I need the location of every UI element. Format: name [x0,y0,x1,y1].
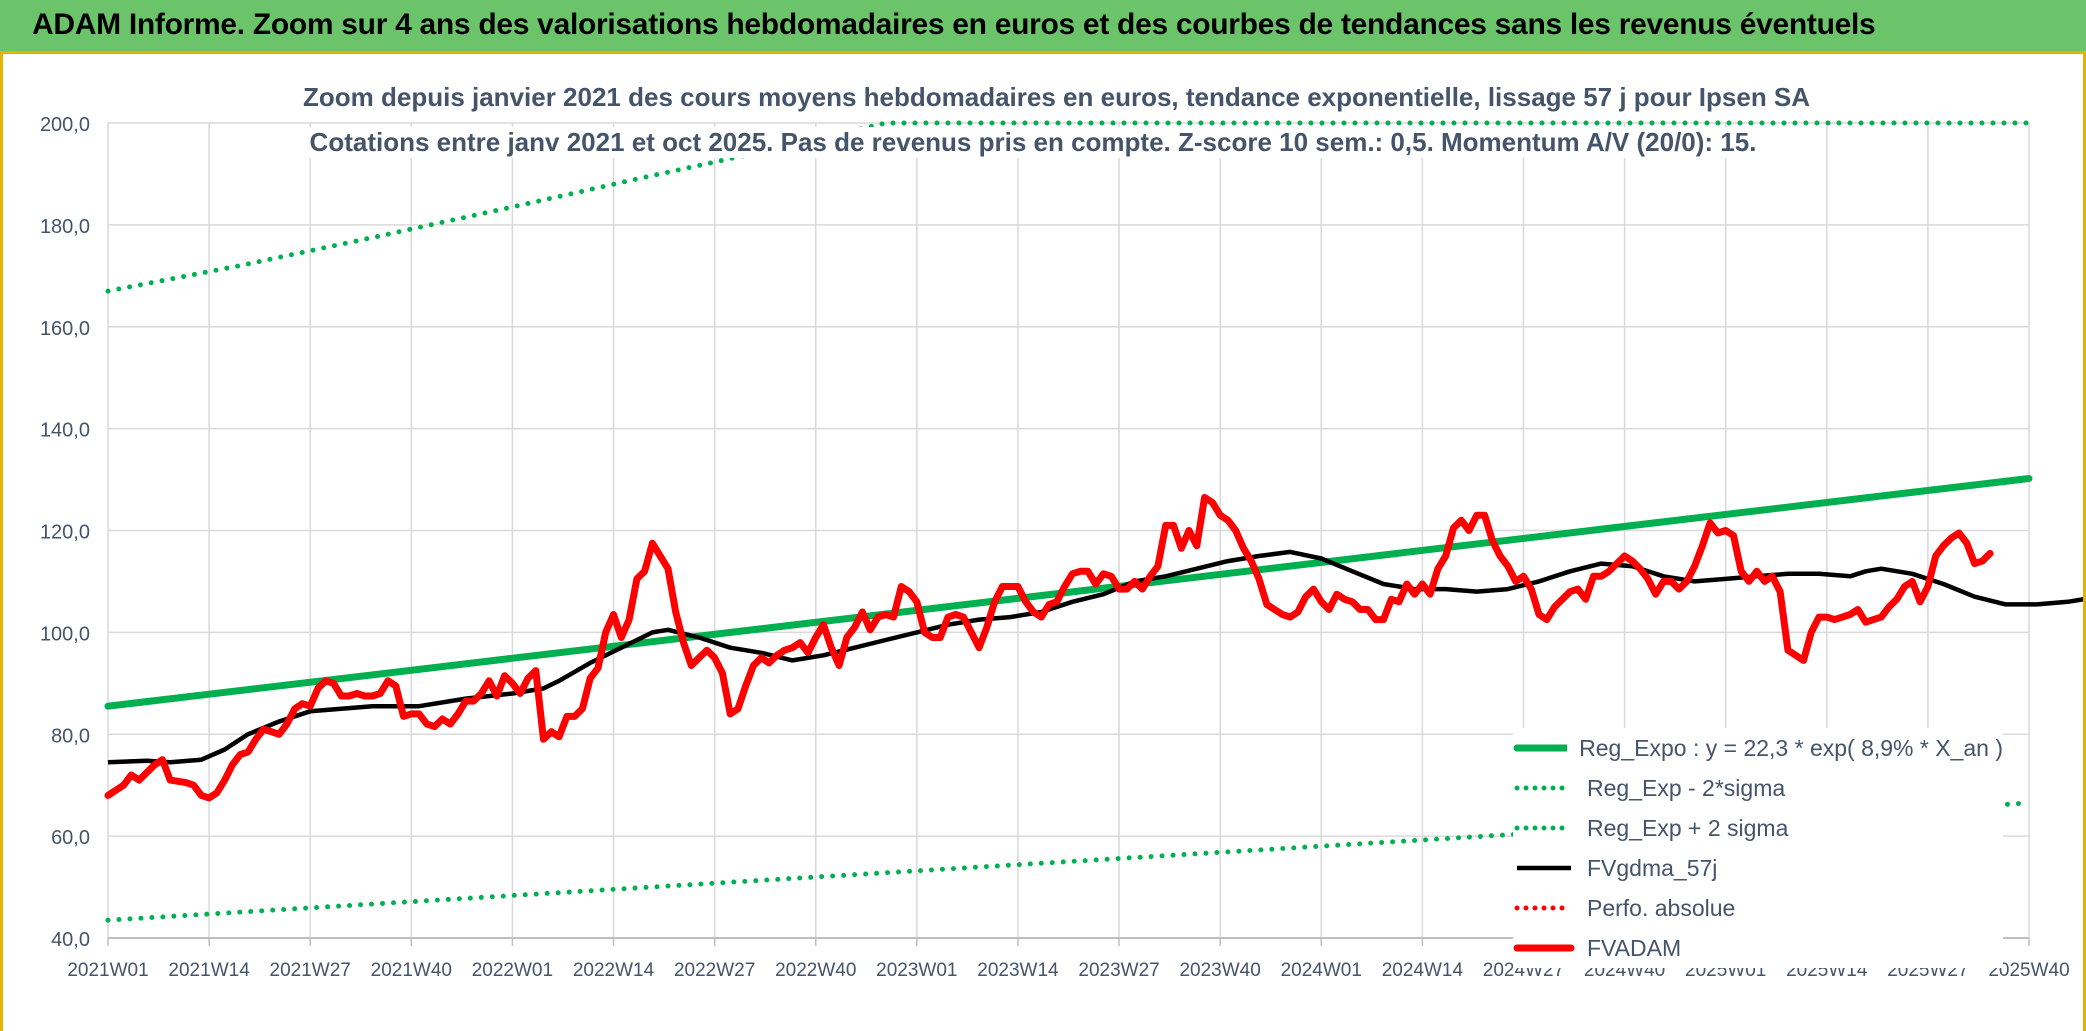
legend-label: Reg_Exp - 2*sigma [1587,774,1786,801]
legend-swatch [1513,744,1568,752]
x-tick-label: 2024W14 [1382,960,1464,981]
x-tick-label: 2022W14 [573,960,655,981]
y-tick-label: 60,0 [51,827,90,849]
legend-item-reg_minus: Reg_Exp - 2*sigma [1513,768,2003,808]
x-tick-label: 2021W01 [67,960,148,981]
chart-title-line-2: Cotations entre janv 2021 et oct 2025. P… [303,127,1763,158]
x-tick-label: 2021W27 [270,960,351,981]
grid-layer [107,122,2030,939]
x-tick-label: 2023W01 [876,960,957,981]
x-tick-label: 2021W40 [371,960,452,981]
legend-label: FVADAM [1587,934,1682,961]
legend-label: Perfo. absolue [1587,894,1736,921]
chart-title-line-1: Zoom depuis janvier 2021 des cours moyen… [303,82,1811,113]
y-tick-label: 160,0 [40,318,90,340]
legend-swatch [1514,785,1574,791]
x-tick-label: 2022W27 [674,960,755,981]
x-tick-label: 2023W40 [1179,960,1260,981]
series-line-reg_expo [104,475,2033,710]
y-tick-label: 140,0 [40,420,90,442]
legend-swatch [1517,865,1571,871]
legend-item-reg_expo: Reg_Expo : y = 22,3 * exp( 8,9% * X_an ) [1513,728,2003,768]
legend-swatch [1513,944,1575,952]
y-tick-label: 200,0 [40,114,90,136]
legend-label: FVgdma_57j [1587,854,1718,881]
y-tick-label: 40,0 [51,929,90,951]
x-tick-label: 2024W01 [1281,960,1362,981]
x-tick-label: 2021W14 [168,960,250,981]
y-tick-label: 80,0 [51,725,90,747]
x-tick-label: 2023W27 [1078,960,1159,981]
legend-swatch [1514,905,1574,911]
x-tick-label: 2022W01 [472,960,553,981]
report-title: ADAM Informe. Zoom sur 4 ans des valoris… [32,8,1876,41]
series-line-fvadam [104,493,1994,802]
x-tick-label: 2022W40 [775,960,856,981]
legend-item-fvadam: FVADAM [1513,928,2003,968]
chart-legend: Reg_Expo : y = 22,3 * exp( 8,9% * X_an )… [1513,728,2003,968]
y-tick-label: 120,0 [40,522,90,544]
legend-label: Reg_Exp + 2 sigma [1587,814,1789,841]
y-tick-label: 180,0 [40,216,90,238]
legend-item-perfo: Perfo. absolue [1513,888,2003,928]
legend-item-fvgdma: FVgdma_57j [1513,848,2003,888]
y-tick-label: 100,0 [40,623,90,645]
legend-swatch [1514,825,1574,831]
x-tick-label: 2023W14 [977,960,1059,981]
legend-item-reg_plus: Reg_Exp + 2 sigma [1513,808,2003,848]
x-tick-label: 2025W40 [1988,960,2069,981]
report-banner: ADAM Informe. Zoom sur 4 ans des valoris… [0,0,2086,54]
chart-frame: 40,0 60,0 80,0 100,0 120,0 140,0 160,0 180,0 200… [0,54,2086,1031]
legend-label: Reg_Expo : y = 22,3 * exp( 8,9% * X_an ) [1579,734,2003,761]
